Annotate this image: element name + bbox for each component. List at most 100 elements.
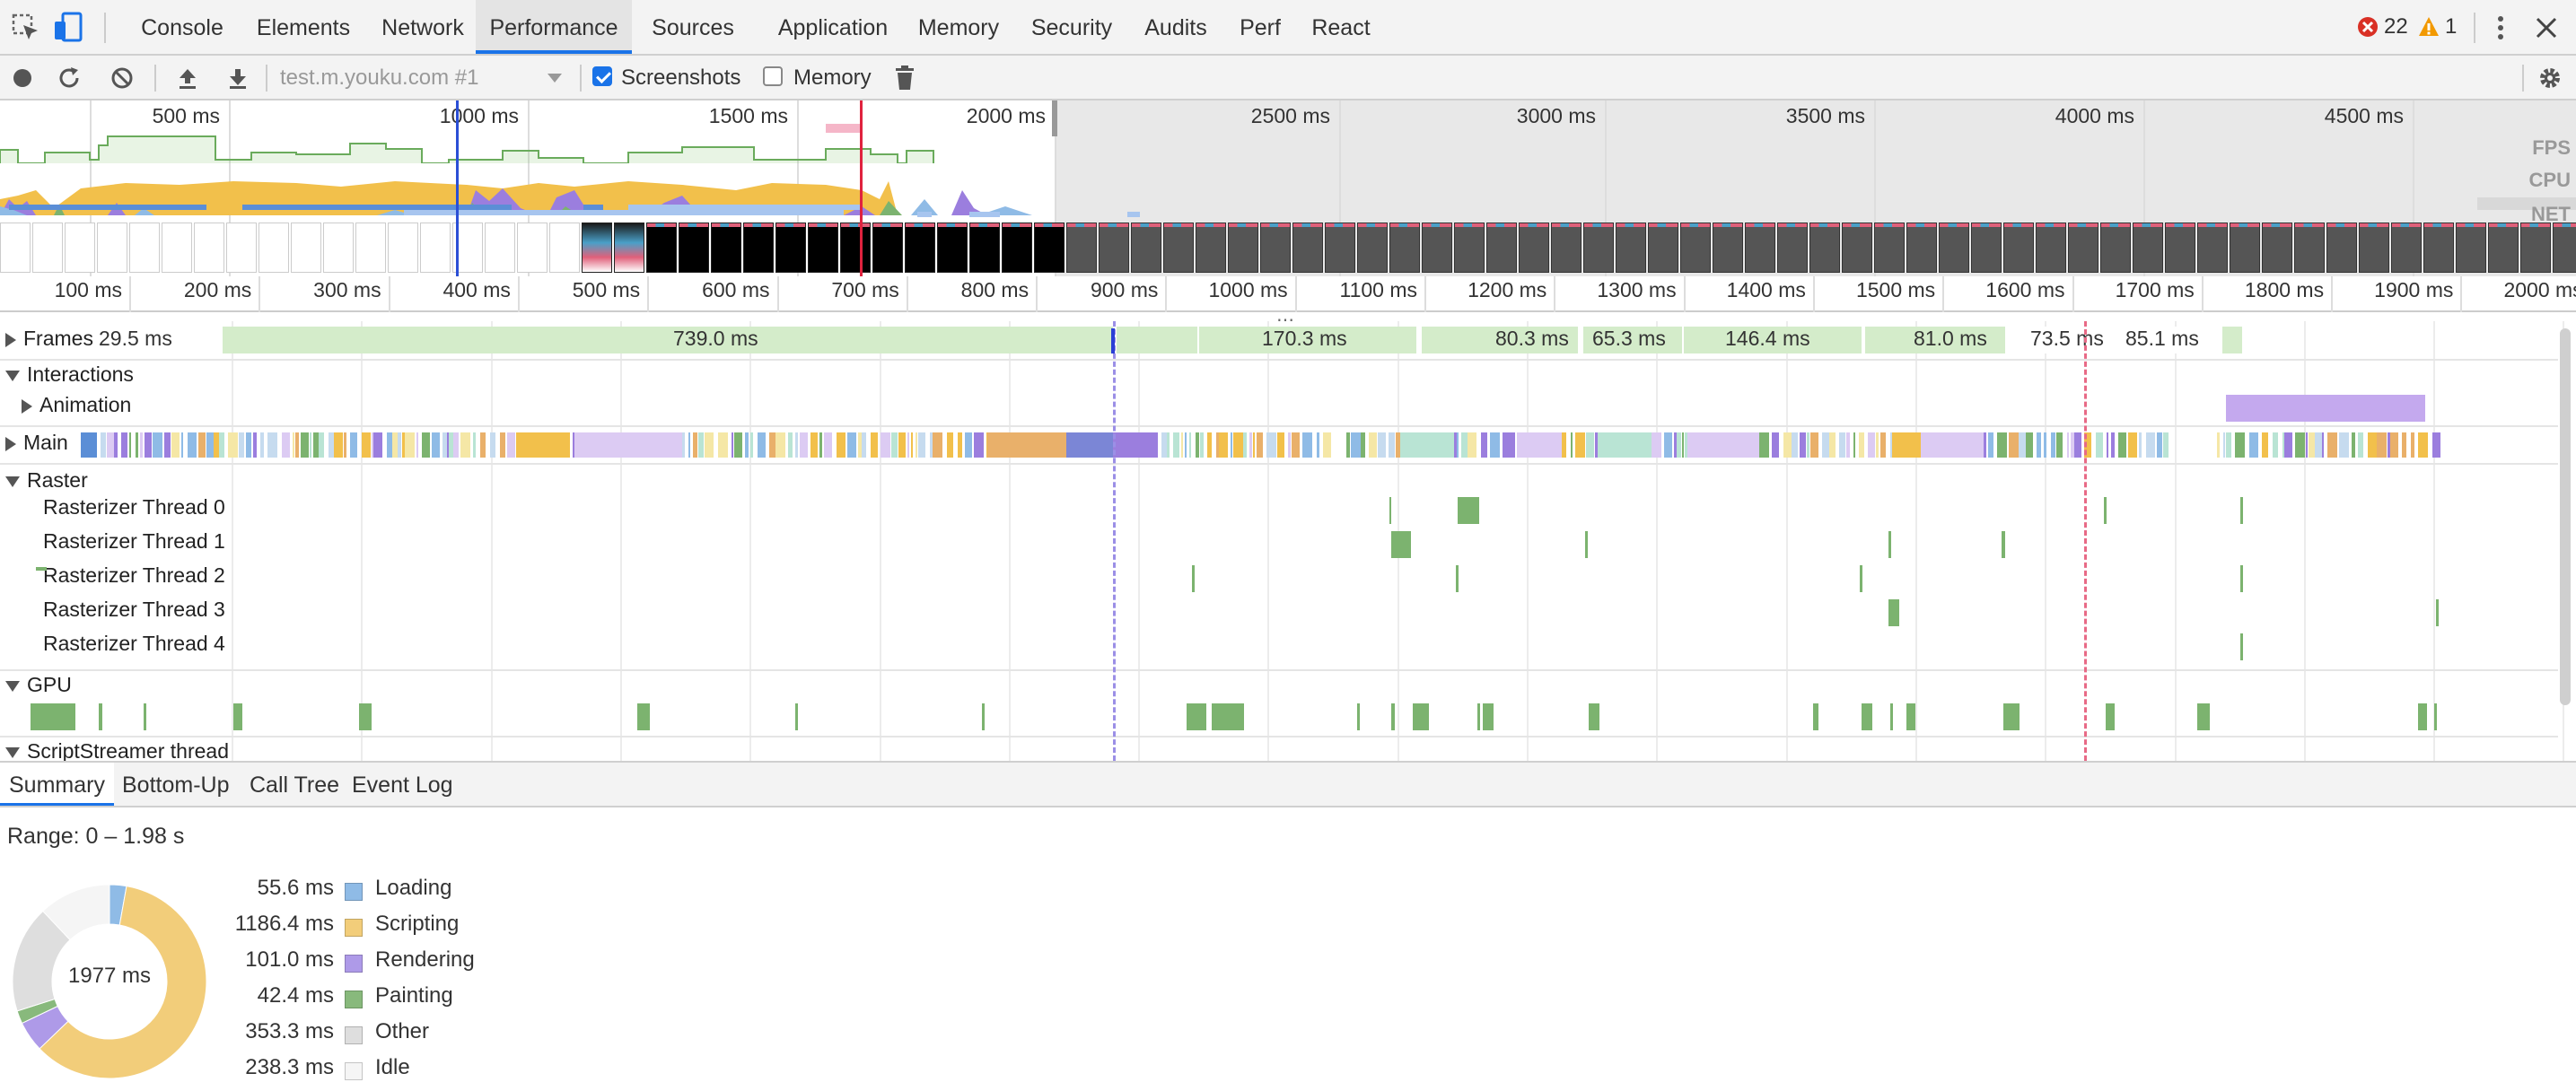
main-thread-task[interactable] (1575, 432, 1585, 458)
raster-task[interactable] (2240, 633, 2243, 660)
screenshot-thumbnail[interactable] (1422, 223, 1452, 273)
screenshot-thumbnail[interactable] (1874, 223, 1905, 273)
main-thread-task[interactable] (775, 432, 785, 458)
main-thread-task[interactable] (918, 432, 925, 458)
screenshot-thumbnail[interactable] (2488, 223, 2519, 273)
main-thread-task[interactable] (2235, 432, 2245, 458)
settings-gear-icon[interactable] (2537, 65, 2563, 92)
gpu-task[interactable] (1862, 703, 1872, 730)
main-thread-task[interactable] (246, 432, 251, 458)
main-thread-task[interactable] (1161, 432, 1167, 458)
tab-audits[interactable]: Audits (1144, 15, 1207, 40)
screenshot-thumbnail[interactable] (1163, 223, 1194, 273)
main-thread-task[interactable] (1892, 432, 1921, 458)
main-thread-task[interactable] (1822, 432, 1829, 458)
gpu-task[interactable] (233, 703, 242, 730)
gpu-task[interactable] (2106, 703, 2115, 730)
main-thread-task[interactable] (1196, 432, 1199, 458)
main-thread-task[interactable] (1677, 432, 1681, 458)
gpu-task[interactable] (1813, 703, 1818, 730)
main-thread-task[interactable] (1266, 432, 1276, 458)
memory-label[interactable]: Memory (793, 65, 872, 90)
screenshot-thumbnail[interactable] (1906, 223, 1937, 273)
main-thread-task[interactable] (1389, 432, 1395, 458)
main-thread-task[interactable] (987, 432, 1066, 458)
main-thread-task[interactable] (916, 432, 917, 458)
raster-task[interactable] (2002, 531, 2005, 558)
main-thread-task[interactable] (2071, 432, 2074, 458)
main-thread-task[interactable] (2402, 432, 2406, 458)
more-options-icon[interactable] (2488, 14, 2513, 41)
screenshot-thumbnail[interactable] (872, 223, 903, 273)
screenshot-thumbnail[interactable] (2553, 223, 2576, 273)
main-thread-task[interactable] (886, 432, 890, 458)
main-thread-task[interactable] (1181, 432, 1183, 458)
screenshot-thumbnail[interactable] (2036, 223, 2066, 273)
main-thread-task[interactable] (310, 432, 311, 458)
main-thread-task[interactable] (293, 432, 294, 458)
main-thread-task[interactable] (1233, 432, 1243, 458)
main-thread-task[interactable] (2037, 432, 2041, 458)
main-thread-task[interactable] (1807, 432, 1809, 458)
main-thread-task[interactable] (402, 432, 405, 458)
frame-bar[interactable] (2100, 327, 2215, 353)
main-thread-task[interactable] (2163, 432, 2169, 458)
frame-bar[interactable] (1199, 327, 1416, 353)
main-thread-task[interactable] (2368, 432, 2377, 458)
main-thread-task[interactable] (1292, 432, 1300, 458)
screenshot-thumbnail[interactable] (1486, 223, 1517, 273)
main-thread-task[interactable] (965, 432, 972, 458)
main-thread-task[interactable] (387, 432, 392, 458)
selection-cursor-marker[interactable] (860, 100, 863, 276)
tab-memory[interactable]: Memory (917, 15, 1000, 40)
main-thread-task[interactable] (1317, 432, 1319, 458)
main-thread-task[interactable] (449, 432, 453, 458)
main-thread-task[interactable] (1369, 432, 1377, 458)
main-thread-task[interactable] (188, 432, 197, 458)
main-thread-task[interactable] (107, 432, 114, 458)
main-thread-task[interactable] (698, 432, 704, 458)
main-thread-task[interactable] (2067, 432, 2069, 458)
main-thread-task[interactable] (1674, 432, 1677, 458)
record-icon[interactable] (11, 66, 34, 90)
screenshot-thumbnail[interactable] (775, 223, 806, 273)
main-thread-task[interactable] (1759, 432, 1769, 458)
main-thread-task[interactable] (1461, 432, 1468, 458)
main-thread-task[interactable] (442, 432, 447, 458)
screenshot-thumbnail[interactable] (1228, 223, 1258, 273)
main-thread-task[interactable] (2388, 432, 2390, 458)
raster-task[interactable] (2104, 497, 2107, 524)
screenshot-thumbnail[interactable] (905, 223, 935, 273)
main-thread-task[interactable] (490, 432, 495, 458)
tab-perf[interactable]: Perf (1240, 15, 1281, 40)
main-thread-task[interactable] (1508, 432, 1515, 458)
frame-bar[interactable] (2011, 327, 2098, 353)
main-thread-task[interactable] (2282, 432, 2284, 458)
raster-task[interactable] (2436, 599, 2439, 626)
error-count[interactable]: 22 (2384, 14, 2408, 39)
screenshot-thumbnail[interactable] (1616, 223, 1646, 273)
main-thread-task[interactable] (301, 432, 309, 458)
main-thread-task[interactable] (329, 432, 334, 458)
screenshot-thumbnail[interactable] (840, 223, 871, 273)
main-thread-task[interactable] (507, 432, 515, 458)
raster-track-toggle[interactable]: Raster (5, 468, 88, 493)
main-thread-task[interactable] (228, 432, 238, 458)
main-thread-task[interactable] (1876, 432, 1879, 458)
main-thread-task[interactable] (745, 432, 749, 458)
main-thread-task[interactable] (2432, 432, 2440, 458)
main-thread-task[interactable] (769, 432, 775, 458)
raster-task[interactable] (1888, 599, 1899, 626)
screenshot-thumbnail[interactable] (1260, 223, 1291, 273)
frame-bar[interactable] (1583, 327, 1682, 353)
raster-task[interactable] (1192, 565, 1195, 592)
main-thread-task[interactable] (898, 432, 906, 458)
main-thread-task[interactable] (930, 432, 933, 458)
screenshot-thumbnail[interactable] (743, 223, 774, 273)
main-thread-task[interactable] (907, 432, 909, 458)
main-thread-task[interactable] (1231, 432, 1232, 458)
main-thread-task[interactable] (500, 432, 505, 458)
interactions-track-toggle[interactable]: Interactions (5, 362, 134, 387)
memory-checkbox[interactable] (763, 66, 783, 86)
main-thread-task[interactable] (1351, 432, 1361, 458)
